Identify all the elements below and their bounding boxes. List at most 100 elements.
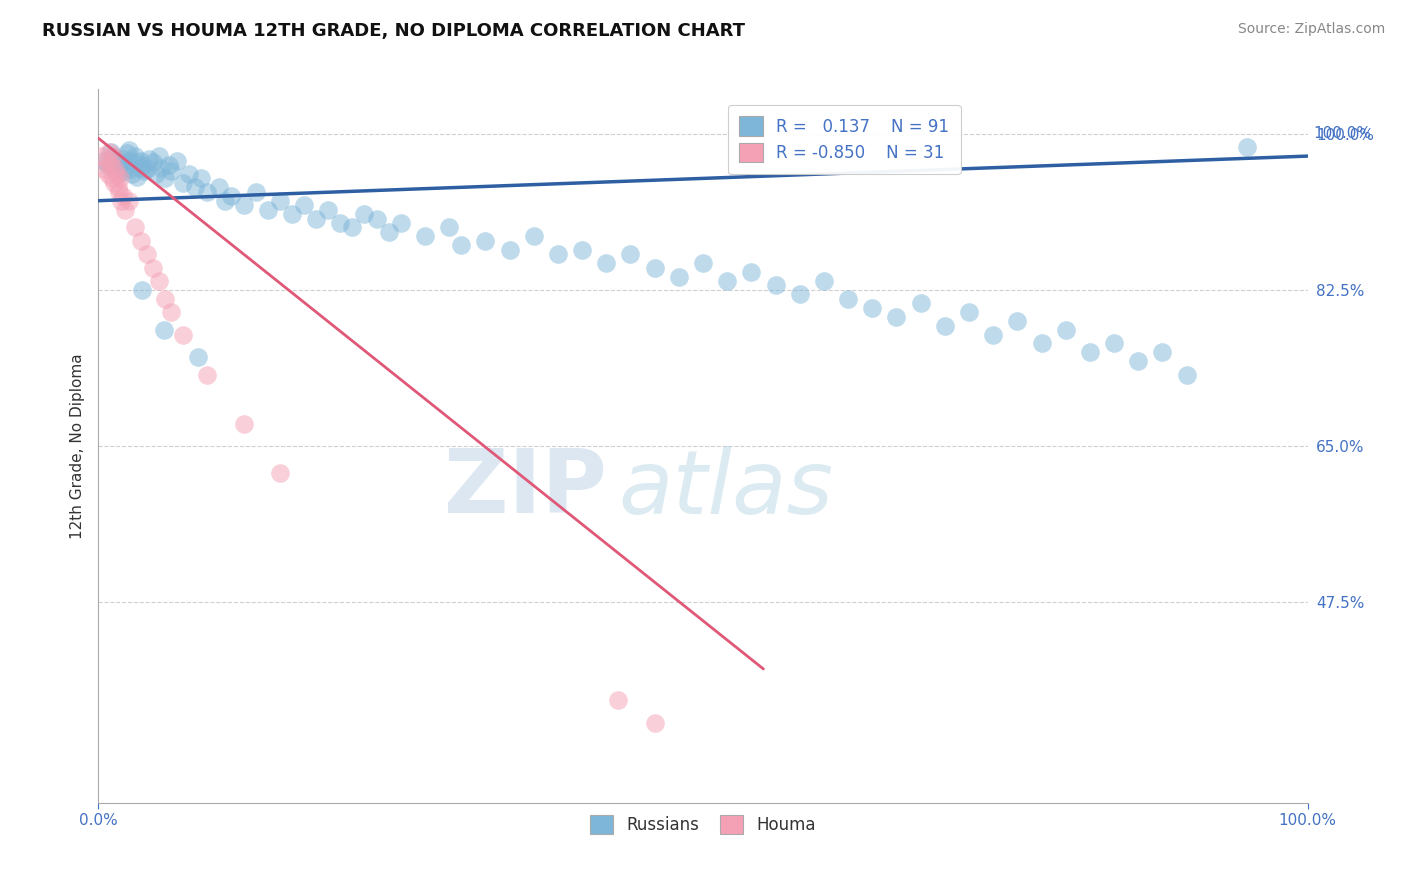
- Point: [860, 301, 883, 315]
- Point: [160, 164, 183, 178]
- Point: [292, 198, 315, 212]
- Point: [221, 189, 243, 203]
- Point: [692, 256, 714, 270]
- Point: [232, 198, 254, 212]
- Point: [934, 318, 956, 333]
- Point: [413, 229, 436, 244]
- Point: [232, 417, 254, 431]
- Point: [389, 216, 412, 230]
- Point: [377, 225, 399, 239]
- Point: [124, 220, 146, 235]
- Point: [134, 164, 156, 178]
- Point: [957, 305, 980, 319]
- Point: [129, 234, 152, 248]
- Point: [120, 162, 142, 177]
- Point: [245, 185, 267, 199]
- Point: [166, 153, 188, 168]
- Point: [305, 211, 328, 226]
- Point: [111, 189, 134, 203]
- Point: [111, 152, 134, 166]
- Point: [103, 162, 125, 177]
- Point: [214, 194, 236, 208]
- Point: [668, 269, 690, 284]
- Point: [107, 180, 129, 194]
- Point: [1102, 336, 1125, 351]
- Point: [190, 171, 212, 186]
- Point: [208, 180, 231, 194]
- Point: [148, 149, 170, 163]
- Point: [160, 305, 183, 319]
- Point: [105, 153, 128, 168]
- Point: [105, 167, 128, 181]
- Point: [97, 158, 120, 172]
- Text: 100.0%: 100.0%: [1313, 127, 1372, 141]
- Point: [269, 466, 291, 480]
- Text: Source: ZipAtlas.com: Source: ZipAtlas.com: [1237, 22, 1385, 37]
- Point: [114, 202, 136, 217]
- Point: [150, 161, 173, 175]
- Point: [118, 153, 141, 168]
- Point: [118, 194, 141, 208]
- Point: [644, 715, 666, 730]
- Point: [184, 180, 207, 194]
- Point: [607, 693, 630, 707]
- Point: [98, 145, 121, 159]
- Point: [571, 243, 593, 257]
- Point: [127, 169, 149, 184]
- Point: [1128, 354, 1150, 368]
- Point: [353, 207, 375, 221]
- Point: [316, 202, 339, 217]
- Point: [100, 158, 122, 172]
- Point: [114, 158, 136, 172]
- Point: [125, 155, 148, 169]
- Point: [172, 176, 194, 190]
- Point: [91, 149, 114, 163]
- Point: [129, 153, 152, 168]
- Point: [112, 164, 135, 178]
- Point: [1152, 345, 1174, 359]
- Text: ZIP: ZIP: [443, 445, 606, 533]
- Point: [148, 274, 170, 288]
- Point: [110, 194, 132, 208]
- Point: [135, 162, 157, 177]
- Point: [93, 162, 115, 177]
- Text: atlas: atlas: [619, 446, 834, 532]
- Point: [1007, 314, 1029, 328]
- Point: [523, 229, 546, 244]
- Point: [498, 243, 520, 257]
- Point: [131, 283, 153, 297]
- Point: [96, 153, 118, 168]
- Point: [142, 155, 165, 169]
- Point: [716, 274, 738, 288]
- Point: [100, 171, 122, 186]
- Point: [1175, 368, 1198, 382]
- Point: [101, 149, 124, 163]
- Point: [152, 323, 174, 337]
- Point: [107, 167, 129, 181]
- Point: [108, 155, 131, 169]
- Point: [101, 149, 124, 163]
- Point: [179, 167, 201, 181]
- Point: [329, 216, 352, 230]
- Point: [886, 310, 908, 324]
- Point: [547, 247, 569, 261]
- Point: [366, 211, 388, 226]
- Point: [153, 292, 176, 306]
- Point: [128, 161, 150, 175]
- Point: [195, 368, 218, 382]
- Point: [450, 238, 472, 252]
- Point: [135, 247, 157, 261]
- Point: [145, 167, 167, 181]
- Point: [153, 171, 176, 186]
- Point: [187, 350, 209, 364]
- Point: [1078, 345, 1101, 359]
- Point: [595, 256, 617, 270]
- Point: [837, 292, 859, 306]
- Point: [474, 234, 496, 248]
- Point: [138, 152, 160, 166]
- Point: [619, 247, 641, 261]
- Point: [121, 167, 143, 181]
- Point: [644, 260, 666, 275]
- Point: [157, 158, 180, 172]
- Y-axis label: 12th Grade, No Diploma: 12th Grade, No Diploma: [69, 353, 84, 539]
